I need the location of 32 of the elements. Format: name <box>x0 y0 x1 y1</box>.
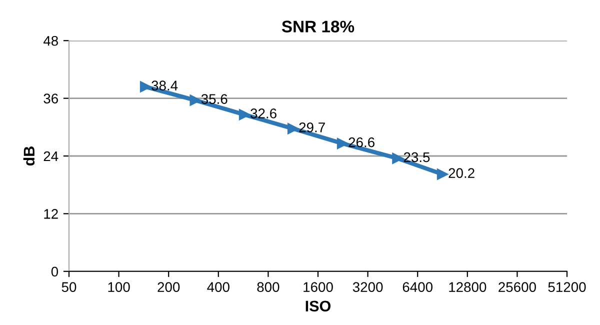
x-tick-label: 6400 <box>402 282 433 292</box>
x-tick-label: 200 <box>158 282 180 292</box>
y-tick-label: 48 <box>43 36 58 46</box>
x-tick-label: 100 <box>108 282 130 292</box>
y-tick-label: 36 <box>44 94 58 104</box>
x-tick-label: 800 <box>257 282 280 292</box>
x-tick-label: 3200 <box>352 282 383 292</box>
point <box>287 123 299 134</box>
point <box>436 168 448 180</box>
chart-title: SNR 18% <box>282 20 354 32</box>
x-tick-label: 400 <box>207 282 230 292</box>
point <box>140 81 152 92</box>
data-label: 29.7 <box>299 122 325 132</box>
x-tick-label: 12800 <box>449 282 486 292</box>
x-tick-label: 51200 <box>548 282 586 292</box>
data-label: 23.5 <box>404 152 430 162</box>
y-tick-label: 24 <box>44 151 58 162</box>
data-label: 38.4 <box>152 80 178 91</box>
x-tick-label: 25600 <box>498 282 536 292</box>
data-label: 35.6 <box>201 94 228 104</box>
point <box>190 94 201 106</box>
point <box>336 138 348 150</box>
data-label: 20.2 <box>448 168 474 178</box>
data-label: 26.6 <box>348 137 374 148</box>
x-tick-label: 1600 <box>304 282 333 292</box>
y-tick-label: 0 <box>51 266 58 277</box>
y-tick-label: 12 <box>44 209 58 219</box>
y-axis-title: dB <box>23 146 35 166</box>
point <box>238 109 250 120</box>
x-axis-title: ISO <box>306 300 331 312</box>
data-label: 32.6 <box>250 108 276 118</box>
x-tick-label: 50 <box>62 282 76 292</box>
